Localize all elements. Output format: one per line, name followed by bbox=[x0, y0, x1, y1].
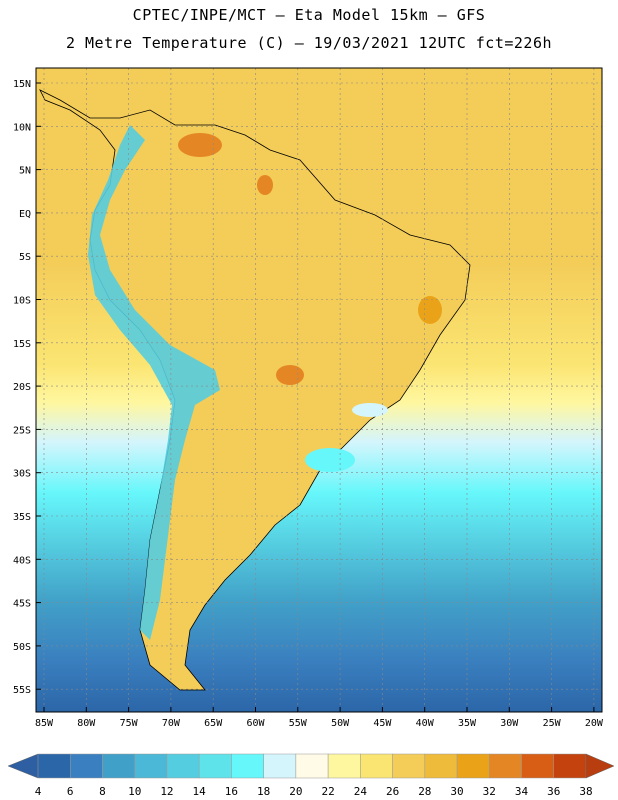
cool-coast bbox=[352, 403, 388, 417]
lon-axis: 85W 80W 75W 70W 65W 60W 55W 50W 45W 40W 35W 30W 25W 2… bbox=[35, 707, 604, 729]
lon-tick-label: 50W bbox=[331, 718, 350, 729]
lon-tick-label: 35W bbox=[458, 718, 477, 729]
colorbar-tick-label: 20 bbox=[289, 785, 302, 798]
colorbar-swatch bbox=[198, 753, 232, 779]
lat-tick-label: 15S bbox=[13, 339, 31, 350]
colorbar-tick-label: 14 bbox=[193, 785, 207, 798]
colorbar-tick-label: 4 bbox=[35, 785, 42, 798]
colorbar-tick-label: 28 bbox=[418, 785, 431, 798]
lon-tick-label: 25W bbox=[543, 718, 562, 729]
cool-southeast bbox=[305, 448, 355, 472]
lon-tick-label: 40W bbox=[416, 718, 435, 729]
colorbar-swatch bbox=[102, 753, 135, 779]
colorbar-tick-label: 36 bbox=[547, 785, 560, 798]
lat-tick-label: 50S bbox=[13, 642, 31, 653]
colorbar-tick-label: 34 bbox=[515, 785, 529, 798]
lat-tick-label: 10N bbox=[13, 122, 31, 133]
lon-tick-label: 65W bbox=[204, 718, 223, 729]
colorbar-low-arrow bbox=[7, 753, 39, 779]
colorbar-swatch bbox=[295, 753, 329, 779]
colorbar-swatch bbox=[231, 753, 264, 779]
colorbar-tick-label: 30 bbox=[450, 785, 463, 798]
lat-tick-label: 20S bbox=[13, 382, 31, 393]
map-frame bbox=[35, 67, 603, 713]
lon-tick-label: 85W bbox=[35, 718, 54, 729]
colorbar-tick-label: 38 bbox=[579, 785, 592, 798]
lat-tick-label: 15N bbox=[13, 79, 31, 90]
lat-tick-label: 55S bbox=[13, 685, 31, 696]
lon-tick-label: 30W bbox=[500, 718, 519, 729]
colorbar-swatch bbox=[521, 753, 555, 779]
colorbar-swatch bbox=[424, 753, 458, 779]
lat-tick-label: 35S bbox=[13, 512, 31, 523]
colorbar-swatch bbox=[489, 753, 522, 779]
colorbar-swatch bbox=[456, 753, 490, 779]
colorbar: 4 6 8 10 12 14 16 18 20 22 24 26 28 30 32 34 36 38 bbox=[7, 753, 615, 798]
colorbar-tick-label: 8 bbox=[99, 785, 106, 798]
hotspot-venezuela bbox=[178, 133, 222, 157]
lon-tick-label: 60W bbox=[246, 718, 265, 729]
grid-lines bbox=[36, 68, 602, 712]
lon-tick-label: 20W bbox=[585, 718, 604, 729]
colorbar-tick-label: 24 bbox=[354, 785, 368, 798]
hotspot-pantanal bbox=[276, 365, 304, 385]
lat-tick-label: 25S bbox=[13, 425, 31, 436]
colorbar-swatch bbox=[392, 753, 426, 779]
hotspot-guyana bbox=[257, 175, 273, 195]
colorbar-tick-label: 32 bbox=[483, 785, 496, 798]
colorbar-swatch bbox=[327, 753, 361, 779]
lon-tick-label: 80W bbox=[77, 718, 96, 729]
colorbar-tick-label: 6 bbox=[67, 785, 74, 798]
lat-tick-label: 45S bbox=[13, 599, 31, 610]
lon-tick-label: 70W bbox=[162, 718, 181, 729]
lon-tick-label: 55W bbox=[289, 718, 308, 729]
colorbar-swatch bbox=[69, 753, 103, 779]
lat-axis: 15N 10N 5N EQ 5S 10S 15S 20S 25S 30S 35S 40S 45S 50S 5… bbox=[13, 79, 41, 696]
colorbar-tick-label: 16 bbox=[225, 785, 238, 798]
colorbar-swatch bbox=[134, 753, 168, 779]
colorbar-tick-label: 22 bbox=[321, 785, 334, 798]
lon-tick-label: 45W bbox=[373, 718, 392, 729]
lat-tick-label: 30S bbox=[13, 469, 31, 480]
colorbar-tick-label: 26 bbox=[386, 785, 399, 798]
colorbar-swatch bbox=[166, 753, 200, 779]
map-field bbox=[36, 68, 602, 712]
colorbar-swatch bbox=[553, 753, 587, 779]
colorbar-tick-label: 10 bbox=[128, 785, 141, 798]
lat-tick-label: 40S bbox=[13, 555, 31, 566]
map-title-line1: CPTEC/INPE/MCT — Eta Model 15km — GFS bbox=[132, 6, 486, 24]
andes-cool-strip bbox=[88, 125, 220, 640]
lat-tick-label: 5S bbox=[19, 252, 31, 263]
hotspot-northeast bbox=[418, 296, 442, 324]
lon-tick-label: 75W bbox=[120, 718, 139, 729]
lat-tick-label: EQ bbox=[19, 209, 31, 220]
lat-tick-label: 10S bbox=[13, 296, 31, 307]
colorbar-tick-label: 12 bbox=[160, 785, 173, 798]
colorbar-swatch bbox=[37, 753, 71, 779]
colorbar-high-arrow bbox=[585, 753, 615, 779]
map-title-line2: 2 Metre Temperature (C) — 19/03/2021 12U… bbox=[65, 34, 553, 52]
colorbar-swatch bbox=[360, 753, 393, 779]
colorbar-swatch bbox=[263, 753, 297, 779]
lat-tick-label: 5N bbox=[19, 166, 31, 177]
colorbar-tick-label: 18 bbox=[257, 785, 270, 798]
